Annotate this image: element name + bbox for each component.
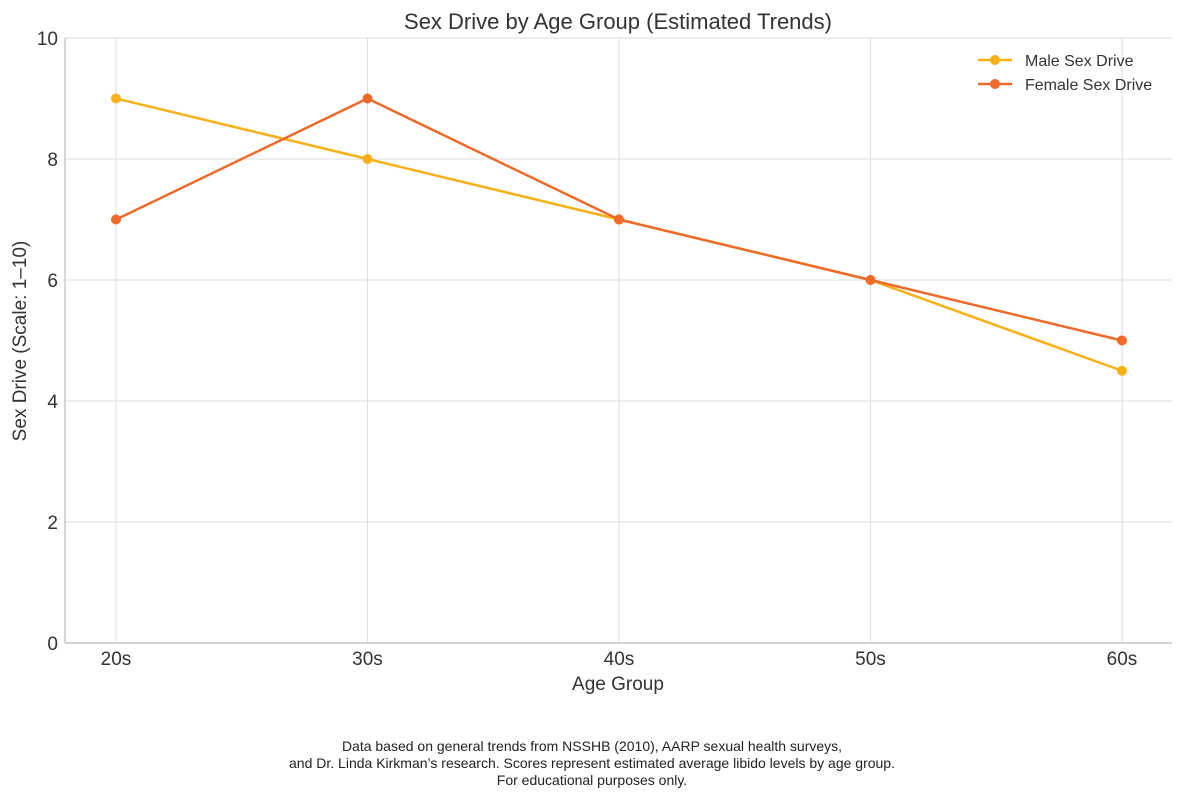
line-chart: Sex Drive by Age Group (Estimated Trends… bbox=[10, 9, 1172, 695]
data-point bbox=[865, 275, 876, 285]
legend: Male Sex Drive Female Sex Drive bbox=[978, 53, 1152, 94]
legend-marker bbox=[990, 79, 1000, 89]
y-axis-label: Sex Drive (Scale: 1–10) bbox=[10, 241, 31, 442]
axes bbox=[64, 38, 1172, 644]
x-tick-label: 20s bbox=[101, 649, 132, 670]
y-tick-label: 10 bbox=[37, 29, 58, 50]
x-axis-ticks: 20s 30s 40s 50s 60s bbox=[101, 649, 1138, 670]
data-point bbox=[614, 214, 624, 225]
y-tick-label: 6 bbox=[47, 271, 58, 292]
chart-title: Sex Drive by Age Group (Estimated Trends… bbox=[404, 9, 832, 34]
data-point bbox=[111, 93, 121, 104]
series-2 bbox=[111, 93, 1127, 346]
y-tick-label: 2 bbox=[47, 513, 58, 534]
footnote-line-2: and Dr. Linda Kirkman’s research. Scores… bbox=[289, 755, 895, 771]
footnote-line-1: Data based on general trends from NSSHB … bbox=[341, 738, 843, 754]
x-tick-label: 50s bbox=[855, 649, 886, 670]
x-axis-label: Age Group bbox=[572, 674, 664, 695]
grid bbox=[65, 37, 1172, 643]
x-tick-label: 60s bbox=[1107, 649, 1138, 670]
y-tick-label: 0 bbox=[47, 634, 58, 655]
legend-label: Male Sex Drive bbox=[1025, 53, 1134, 70]
data-point bbox=[111, 214, 121, 225]
data-point bbox=[362, 93, 373, 104]
x-tick-label: 40s bbox=[604, 649, 635, 670]
legend-label: Female Sex Drive bbox=[1025, 77, 1152, 94]
footnote-line-3: For educational purposes only. bbox=[496, 772, 688, 788]
data-point bbox=[1117, 335, 1127, 346]
legend-marker bbox=[990, 55, 1000, 65]
data-point bbox=[1117, 365, 1127, 376]
footnote: Data based on general trends from NSSHB … bbox=[0, 738, 1184, 789]
data-point bbox=[362, 154, 373, 164]
x-tick-label: 30s bbox=[352, 649, 383, 670]
y-axis-ticks: 0 2 4 6 8 10 bbox=[37, 29, 59, 655]
series-layer bbox=[111, 93, 1127, 376]
y-tick-label: 8 bbox=[47, 150, 58, 171]
legend-entry: Male Sex Drive bbox=[978, 53, 1134, 70]
y-tick-label: 4 bbox=[47, 392, 58, 413]
legend-entry: Female Sex Drive bbox=[978, 77, 1152, 94]
